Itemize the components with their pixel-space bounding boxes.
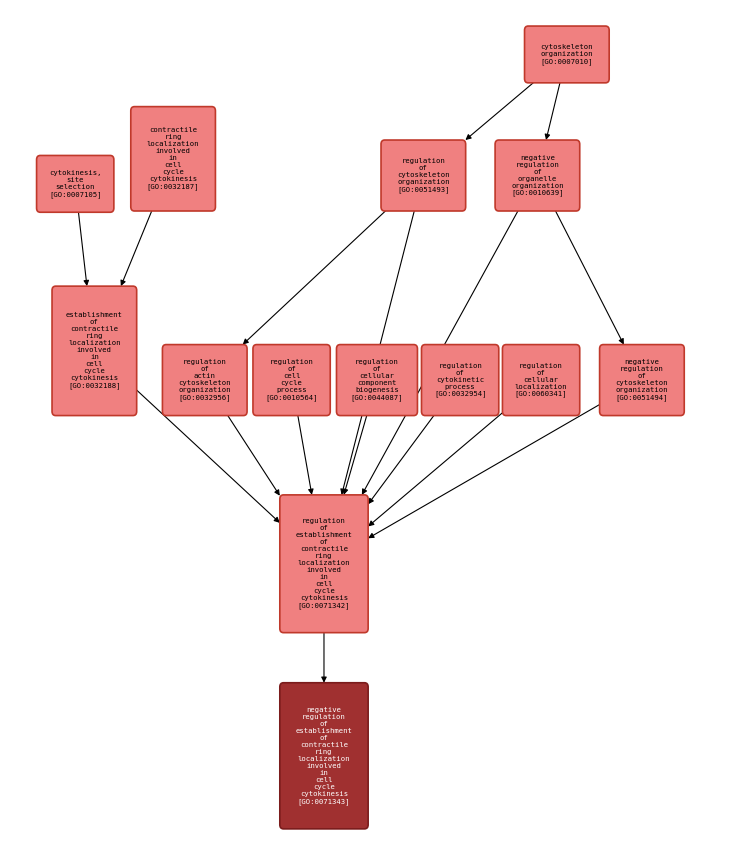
FancyBboxPatch shape — [162, 344, 247, 416]
FancyBboxPatch shape — [495, 140, 580, 211]
FancyBboxPatch shape — [131, 106, 216, 211]
FancyBboxPatch shape — [524, 26, 609, 83]
Text: regulation
of
cytoskeleton
organization
[GO:0051493]: regulation of cytoskeleton organization … — [397, 158, 450, 193]
FancyBboxPatch shape — [280, 495, 368, 633]
FancyBboxPatch shape — [253, 344, 330, 416]
FancyBboxPatch shape — [381, 140, 466, 211]
Text: regulation
of
cytokinetic
process
[GO:0032954]: regulation of cytokinetic process [GO:00… — [434, 363, 487, 397]
Text: regulation
of
cellular
localization
[GO:0060341]: regulation of cellular localization [GO:… — [515, 363, 567, 397]
Text: negative
regulation
of
cytoskeleton
organization
[GO:0051494]: negative regulation of cytoskeleton orga… — [616, 360, 668, 401]
Text: negative
regulation
of
establishment
of
contractile
ring
localization
involved
i: negative regulation of establishment of … — [296, 707, 352, 804]
FancyBboxPatch shape — [421, 344, 499, 416]
Text: negative
regulation
of
organelle
organization
[GO:0010639]: negative regulation of organelle organiz… — [511, 154, 564, 197]
Text: cytokinesis,
site
selection
[GO:0007105]: cytokinesis, site selection [GO:0007105] — [49, 170, 101, 198]
FancyBboxPatch shape — [599, 344, 684, 416]
FancyBboxPatch shape — [52, 286, 137, 416]
Text: regulation
of
cellular
component
biogenesis
[GO:0044087]: regulation of cellular component biogene… — [351, 360, 403, 401]
Text: contractile
ring
localization
involved
in
cell
cycle
cytokinesis
[GO:0032187]: contractile ring localization involved i… — [147, 128, 199, 190]
Text: regulation
of
actin
cytoskeleton
organization
[GO:0032956]: regulation of actin cytoskeleton organiz… — [179, 360, 231, 401]
Text: cytoskeleton
organization
[GO:0007010]: cytoskeleton organization [GO:0007010] — [541, 44, 593, 65]
Text: regulation
of
establishment
of
contractile
ring
localization
involved
in
cell
cy: regulation of establishment of contracti… — [296, 518, 352, 609]
Text: regulation
of
cell
cycle
process
[GO:0010564]: regulation of cell cycle process [GO:001… — [265, 360, 318, 401]
FancyBboxPatch shape — [502, 344, 580, 416]
FancyBboxPatch shape — [280, 682, 368, 829]
FancyBboxPatch shape — [336, 344, 418, 416]
Text: establishment
of
contractile
ring
localization
involved
in
cell
cycle
cytokinesi: establishment of contractile ring locali… — [66, 313, 123, 389]
FancyBboxPatch shape — [37, 155, 114, 212]
